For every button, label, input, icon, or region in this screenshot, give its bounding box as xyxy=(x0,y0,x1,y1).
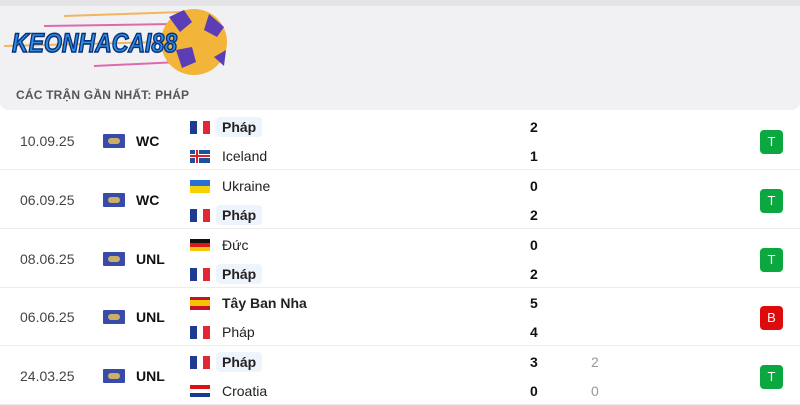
team-home[interactable]: Đức xyxy=(190,234,254,256)
competition-icon xyxy=(103,193,125,207)
team-name: Tây Ban Nha xyxy=(222,295,307,311)
team-away[interactable]: Pháp xyxy=(190,263,263,285)
home-score: 0 xyxy=(530,178,538,194)
flag-france-icon xyxy=(190,325,210,339)
match-row[interactable]: 10.09.25 WC Pháp Iceland 2 1 T xyxy=(0,112,800,170)
keonhacai88-logo: KEONHACAI88 xyxy=(4,9,227,75)
team-away[interactable]: Pháp xyxy=(190,204,263,226)
flag-germany-icon xyxy=(190,238,210,252)
result-badge: T xyxy=(760,248,783,272)
result-badge: T xyxy=(760,365,783,389)
result-badge: T xyxy=(760,189,783,213)
competition: UNL xyxy=(136,368,165,384)
flag-spain-icon xyxy=(190,296,210,310)
team-name: Đức xyxy=(222,237,249,253)
home-score: 3 xyxy=(530,354,538,370)
team-name: Pháp xyxy=(222,324,255,340)
team-name: Pháp xyxy=(216,264,263,284)
away-penalty-score: 0 xyxy=(591,383,599,399)
competition-icon xyxy=(103,252,125,266)
flag-iceland-icon xyxy=(190,149,210,163)
away-score: 0 xyxy=(530,383,538,399)
match-date: 06.06.25 xyxy=(20,309,75,325)
team-name: Pháp xyxy=(216,352,263,372)
home-score: 2 xyxy=(530,119,538,135)
team-home[interactable]: Ukraine xyxy=(190,175,276,197)
team-home[interactable]: Tây Ban Nha xyxy=(190,292,313,314)
match-date: 06.09.25 xyxy=(20,192,75,208)
away-score: 4 xyxy=(530,324,538,340)
away-score: 2 xyxy=(530,207,538,223)
team-away[interactable]: Croatia xyxy=(190,380,273,402)
competition: UNL xyxy=(136,251,165,267)
team-home[interactable]: Pháp xyxy=(190,351,263,373)
team-name: Ukraine xyxy=(222,178,271,194)
section-title: CÁC TRẬN GẦN NHẤT: PHÁP xyxy=(16,88,190,102)
team-away[interactable]: Iceland xyxy=(190,145,273,167)
top-bar xyxy=(0,0,800,6)
home-score: 0 xyxy=(530,237,538,253)
flag-france-icon xyxy=(190,355,210,369)
match-date: 10.09.25 xyxy=(20,133,75,149)
team-name: Croatia xyxy=(222,383,268,399)
match-row[interactable]: 24.03.25 UNL Pháp Croatia 3 0 2 0 T xyxy=(0,347,800,405)
flag-france-icon xyxy=(190,208,210,222)
away-score: 1 xyxy=(530,148,538,164)
flag-france-icon xyxy=(190,267,210,281)
competition-icon xyxy=(103,369,125,383)
competition-icon xyxy=(103,134,125,148)
competition: WC xyxy=(136,192,160,208)
match-date: 24.03.25 xyxy=(20,368,75,384)
team-home[interactable]: Pháp xyxy=(190,116,263,138)
header: KEONHACAI88 CÁC TRẬN GẦN NHẤT: PHÁP xyxy=(0,0,800,110)
match-date: 08.06.25 xyxy=(20,251,75,267)
match-row[interactable]: 06.06.25 UNL Tây Ban Nha Pháp 5 4 B xyxy=(0,288,800,346)
svg-text:KEONHACAI88: KEONHACAI88 xyxy=(12,28,177,58)
home-penalty-score: 2 xyxy=(591,354,599,370)
competition: WC xyxy=(136,133,160,149)
home-score: 5 xyxy=(530,295,538,311)
flag-ukraine-icon xyxy=(190,179,210,193)
away-score: 2 xyxy=(530,266,538,282)
team-name: Pháp xyxy=(216,117,263,137)
team-away[interactable]: Pháp xyxy=(190,321,261,343)
competition: UNL xyxy=(136,309,165,325)
flag-croatia-icon xyxy=(190,384,210,398)
match-row[interactable]: 06.09.25 WC Ukraine Pháp 0 2 T xyxy=(0,171,800,229)
result-badge: B xyxy=(760,306,783,330)
team-name: Iceland xyxy=(222,148,268,164)
match-row[interactable]: 08.06.25 UNL Đức Pháp 0 2 T xyxy=(0,230,800,288)
result-badge: T xyxy=(760,130,783,154)
team-name: Pháp xyxy=(216,205,263,225)
competition-icon xyxy=(103,310,125,324)
flag-france-icon xyxy=(190,120,210,134)
